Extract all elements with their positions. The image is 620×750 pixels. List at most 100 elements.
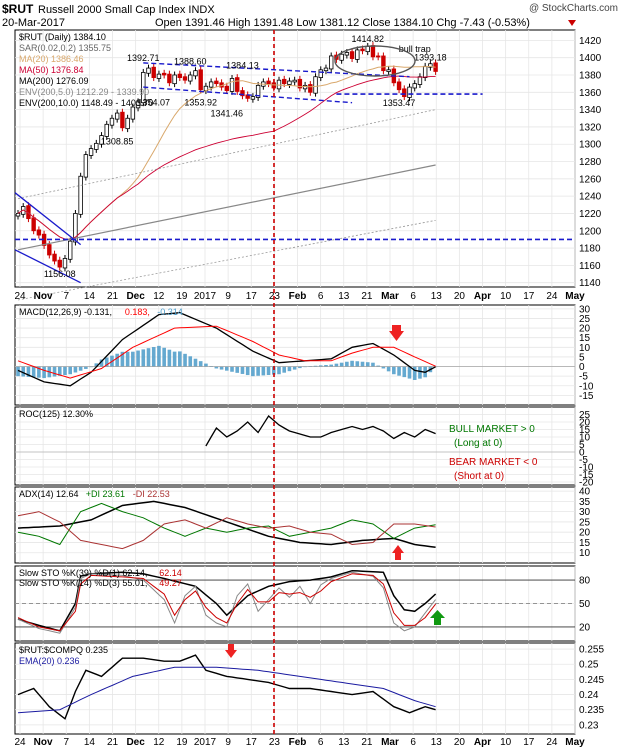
down-triangle-icon [568,20,576,26]
candle-body [188,74,193,82]
y-tick-label: 20 [579,622,591,633]
ratio-line [17,666,436,714]
candle-body [308,84,313,93]
macd-histogram-bar [172,351,177,367]
legend-entry: $RUT (Daily) 1384.10 [19,32,106,42]
macd-histogram-bar [198,361,203,367]
candle-body [73,213,78,243]
macd-histogram-bar [339,362,344,367]
macd-line [17,312,436,387]
ma50-line [17,75,436,240]
candle-body [282,78,287,85]
macd-histogram-bar [392,366,396,375]
macd-histogram-bar [73,366,78,373]
ratio-sell-arrow-icon [228,644,234,650]
roc-panel [14,406,576,486]
channel-upper-line [143,62,410,78]
macd-histogram-bar [167,349,172,367]
x-tick-label: 14 [84,737,96,748]
candle-body [276,79,282,90]
macd-histogram-bar [125,351,130,367]
price-annotation: 1308.85 [101,137,134,147]
macd-histogram-bar [245,366,250,376]
candle-body [62,258,68,269]
candle-body [412,83,417,89]
macd-histogram-bar [287,366,292,372]
legend-entry: 0.183, [125,307,150,317]
macd-histogram-bar [63,366,67,375]
x-tick-label: 13 [431,737,443,748]
x-tick-label: 13 [338,291,350,302]
y-tick-label: 40 [579,487,591,498]
x-tick-label: 24 [14,737,26,748]
x-tick-label: Nov [34,737,53,748]
x-tick-label: 14 [84,291,96,302]
candle-body [94,142,99,150]
candle-body [104,123,109,137]
y-tick-label: -20 [579,478,594,489]
candle-body [135,101,141,109]
candle-body [422,65,428,78]
macd-histogram-bar [26,366,31,377]
candle-body [161,72,167,76]
macd-histogram-bar [131,351,135,367]
price-candles [15,42,438,272]
y-tick-label: 15 [579,538,591,549]
y-tick-label: 1160 [579,261,601,272]
candle-body [99,135,104,145]
candle-body [323,67,329,72]
legend-entry: ENV(200,5.0) 1212.29 - 1339.90 [19,87,149,97]
x-tick-label: May [565,291,585,302]
y-tick-label: 1240 [579,192,602,203]
macd-histogram-bar [214,366,219,369]
y-tick-label: 1180 [579,244,601,255]
channel-lower-line [143,86,353,104]
market-note: BEAR MARKET < 0 [449,457,538,468]
candle-body [375,55,381,58]
x-tick-label: 19 [176,291,188,302]
macd-histogram-bar [157,345,161,367]
candle-body [224,85,229,91]
candle-body [151,66,156,78]
x-tick-label: Mar [381,291,399,302]
candle-body [428,63,433,68]
macd-histogram-bar [151,347,156,367]
price-annotation: 1353.47 [383,98,416,108]
legend-entry: ENV(200,10.0) 1148.49 - 1403.70 [19,98,153,108]
y-tick-label: 0.235 [579,705,604,716]
x-tick-label: Mar [381,737,399,748]
y-tick-label: 1340 [579,105,602,116]
candle-body [125,117,130,130]
candle-body [396,81,402,91]
macd-histogram-bar [397,366,401,376]
macd-histogram-bar [193,358,198,367]
macd-histogram-bar [407,366,412,379]
x-tick-label: 7 [63,291,69,302]
market-note: (Short at 0) [454,471,504,482]
legend-entry: ADX(14) 12.64 [19,489,79,499]
macd-histogram-bar [412,366,417,380]
legend-entry: $RUT:$COMPQ 0.235 [19,645,108,655]
macd-histogram-bar [178,351,182,367]
candle-body [370,45,376,58]
candle-body [109,117,115,126]
legend-entry: ROC(125) 12.30% [19,409,93,419]
candle-body [297,78,303,89]
candle-body [36,229,42,236]
adx-panel [14,486,576,564]
chart-date: 20-Mar-2017 [2,17,65,29]
y-tick-label: 1320 [579,122,602,133]
price-annotation: 1353.92 [184,98,217,108]
y-tick-label: 15 [579,425,591,436]
y-axis-ticks: 1140 1160 1180 1200 1220 1240 1260 1280 1300 1320… [579,36,604,732]
candle-body [287,80,292,85]
candle-body [83,154,89,178]
legend-entry: -DI 22.53 [133,489,170,499]
adx-arrow-icon [395,553,401,560]
candle-body [255,84,261,98]
y-tick-label: -10 [579,463,594,474]
macd-histogram-bar [16,366,20,377]
macd-histogram-bar [204,363,208,367]
y-tick-label: 0.255 [579,645,604,656]
macd-histogram-bar [251,366,255,377]
